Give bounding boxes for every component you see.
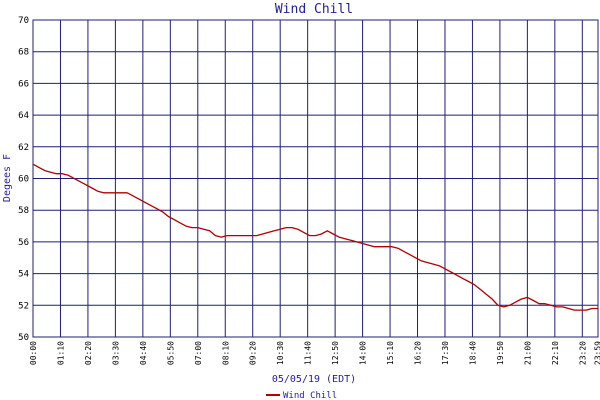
x-tick-label: 15:10: [386, 341, 395, 365]
x-tick-label: 10:30: [276, 341, 285, 365]
x-tick-label: 23:59: [594, 341, 600, 365]
x-tick-label: 17:30: [441, 341, 450, 365]
x-tick-label: 21:00: [523, 341, 532, 365]
y-tick-label: 70: [18, 16, 29, 26]
y-tick-label: 66: [18, 79, 29, 89]
y-tick-label: 56: [18, 238, 29, 248]
legend-label: Wind Chill: [283, 391, 337, 400]
x-tick-label: 11:40: [304, 341, 313, 365]
x-axis-label: 05/05/19 (EDT): [272, 374, 356, 385]
y-tick-label: 60: [18, 175, 29, 185]
grid-lines: [33, 19, 598, 338]
x-tick-label: 00:00: [29, 341, 38, 365]
chart-title: Wind Chill: [275, 2, 353, 17]
x-tick-label: 14:00: [359, 341, 368, 365]
x-tick-label: 12:50: [331, 341, 340, 365]
y-tick-label: 64: [18, 111, 29, 121]
x-tick-labels: 00:00 01:10 02:20 03:30 04:40 05:50 07:00 08:10…: [29, 341, 600, 365]
x-tick-label: 02:20: [84, 341, 93, 365]
y-tick-label: 58: [18, 206, 29, 216]
x-tick-label: 04:40: [139, 341, 148, 365]
series-line-wind-chill: [32, 163, 598, 311]
y-tick-label: 62: [18, 143, 29, 153]
x-tick-label: 22:10: [551, 341, 560, 365]
x-tick-label: 03:30: [111, 341, 120, 365]
x-tick-label: 16:20: [414, 341, 423, 365]
x-tick-label: 09:20: [249, 341, 258, 365]
x-tick-label: 01:10: [56, 341, 65, 365]
series-layer: [32, 163, 598, 311]
x-tick-label: 05:50: [166, 341, 175, 365]
x-tick-label: 08:10: [221, 341, 230, 365]
x-tick-label: 23:20: [578, 341, 587, 365]
x-tick-label: 07:00: [194, 341, 203, 365]
x-tick-label: 19:50: [496, 341, 505, 365]
y-tick-label: 50: [18, 333, 29, 343]
y-tick-label: 54: [18, 270, 29, 280]
y-tick-label: 68: [18, 48, 29, 58]
x-tick-label: 18:40: [468, 341, 477, 365]
y-tick-labels: 50 52 54 56 58 60 62 64 66 68 70: [18, 16, 29, 343]
legend: Wind Chill: [266, 391, 337, 400]
y-axis-label: Degees F: [2, 154, 13, 202]
y-tick-label: 52: [18, 301, 29, 311]
